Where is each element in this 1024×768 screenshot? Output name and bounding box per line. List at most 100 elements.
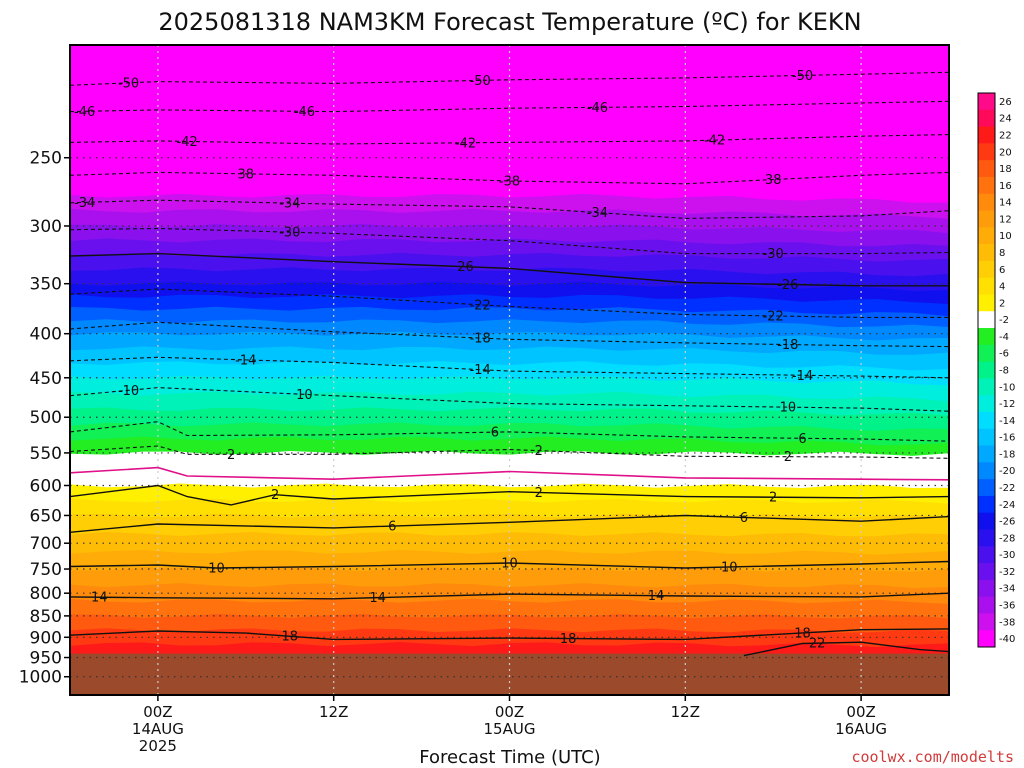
- contour-label: -22: [470, 298, 491, 313]
- contour-label: -34: [74, 196, 95, 211]
- colorbar-label: -26: [999, 517, 1015, 528]
- contour-line: [70, 484, 949, 506]
- colorbar-label: -34: [999, 584, 1015, 595]
- contour-label: 18: [281, 630, 298, 645]
- colorbar-label: -40: [999, 634, 1015, 645]
- contour-label: -38: [499, 174, 520, 189]
- x-tick-label: 12Z: [671, 703, 700, 721]
- credit-link[interactable]: coolwx.com/modelts: [851, 748, 1014, 766]
- colorbar: 26 24 22 20 18 16 14 12 10 8 6 4 2 -2 -4 -6 -8 -10 -12 -14 -…: [977, 92, 1015, 648]
- x-tick-label: 12Z: [319, 703, 348, 721]
- contour-line: [70, 134, 949, 145]
- contour-label: -30: [279, 226, 300, 241]
- colorbar-label: -14: [999, 416, 1015, 427]
- contour-label: 14: [91, 591, 108, 606]
- contour-label: -42: [455, 136, 476, 151]
- colorbar-label: -12: [999, 399, 1015, 410]
- contour-label: 10: [721, 561, 738, 576]
- colorbar-cell: [978, 176, 995, 195]
- colorbar-cell: [978, 277, 995, 295]
- contour-label: -46: [74, 105, 95, 120]
- contour-label: 6: [740, 511, 748, 526]
- colorbar-cell: [978, 93, 995, 111]
- contour-label: -14: [470, 363, 491, 378]
- contour-line: [70, 356, 949, 379]
- contour-line: [70, 445, 949, 459]
- contour-label: 18: [560, 632, 577, 647]
- colorbar-label: 24: [999, 114, 1012, 125]
- colorbar-label: -18: [999, 449, 1015, 460]
- contour-label: -42: [177, 135, 198, 150]
- colorbar-cell: [978, 193, 995, 212]
- x-tick-label: 14AUG: [132, 720, 184, 738]
- contour-line: [70, 288, 949, 318]
- contour-label: 10: [780, 401, 797, 416]
- contour-line: [70, 628, 949, 641]
- colorbar-label: 26: [999, 97, 1012, 108]
- colorbar-cell: [978, 462, 995, 480]
- contour-lines: -50 -50 -50 -46 -46 -46 -42 -42 -42 38 -38 38 -34 -34…: [70, 69, 949, 657]
- colorbar-label: 18: [999, 164, 1012, 175]
- colorbar-label: 4: [999, 282, 1005, 293]
- contour-line: [70, 199, 949, 219]
- x-axis-label: Forecast Time (UTC): [419, 747, 600, 768]
- x-tick-label: 00Z: [143, 703, 172, 721]
- y-tick-label: 600: [30, 476, 62, 496]
- y-tick-label: 250: [30, 149, 62, 169]
- y-tick-label: 650: [30, 506, 62, 526]
- contour-label: 6: [388, 520, 396, 535]
- colorbar-cell: [978, 596, 995, 614]
- contour-label: -14: [235, 353, 256, 368]
- contour-label: -30: [763, 247, 784, 262]
- contour-label: 2: [769, 491, 777, 506]
- contour-line: [70, 71, 949, 86]
- contour-line: [70, 227, 949, 255]
- contour-label: -34: [587, 206, 608, 221]
- colorbar-label: 2: [999, 298, 1005, 309]
- contour-line: [70, 466, 949, 481]
- colorbar-cell: [978, 328, 995, 346]
- colorbar-cell: [978, 630, 995, 648]
- contour-label: -46: [587, 101, 608, 116]
- contour-label: -18: [777, 338, 798, 353]
- colorbar-label: -2: [999, 315, 1009, 326]
- colorbar-label: 8: [999, 248, 1005, 259]
- colorbar-cell: [978, 244, 995, 262]
- contour-line: [70, 252, 949, 287]
- colorbar-label: 14: [999, 198, 1012, 209]
- colorbar-label: -10: [999, 382, 1015, 393]
- contour-label: 2: [535, 486, 543, 501]
- colorbar-cell: [978, 260, 995, 279]
- x-tick-label: 16AUG: [835, 720, 887, 738]
- colorbar-cell: [978, 311, 995, 329]
- colorbar-frame: [977, 92, 996, 648]
- colorbar-cell: [978, 160, 995, 178]
- colorbar-cell: [978, 378, 995, 396]
- y-tick-label: 850: [30, 607, 62, 627]
- contour-label: 14: [648, 589, 665, 604]
- colorbar-label: -28: [999, 533, 1015, 544]
- colorbar-label: -22: [999, 483, 1015, 494]
- contour-line: [70, 321, 949, 348]
- colorbar-cell: [978, 361, 995, 379]
- contour-label: 6: [491, 426, 499, 441]
- contour-label: 2: [784, 450, 792, 465]
- y-tick-label: 750: [30, 560, 62, 580]
- colorbar-cell: [978, 445, 995, 463]
- contour-label: 2: [271, 488, 279, 503]
- y-tick-label: 1000: [19, 668, 62, 688]
- colorbar-cell: [978, 143, 995, 161]
- colorbar-cell: [978, 495, 995, 514]
- colorbar-cell: [978, 344, 995, 363]
- contour-label: -50: [118, 76, 139, 91]
- contour-line: [70, 514, 949, 533]
- contour-line: [70, 100, 949, 113]
- colorbar-cell: [978, 529, 995, 547]
- y-tick-label: 550: [30, 444, 62, 464]
- contour-label: -50: [792, 69, 813, 84]
- colorbar-cell: [978, 109, 995, 128]
- contour-label: 18: [794, 626, 811, 641]
- x-tick-label: 15AUG: [484, 720, 536, 738]
- colorbar-cell: [978, 512, 995, 530]
- contour-label: -42: [704, 134, 725, 149]
